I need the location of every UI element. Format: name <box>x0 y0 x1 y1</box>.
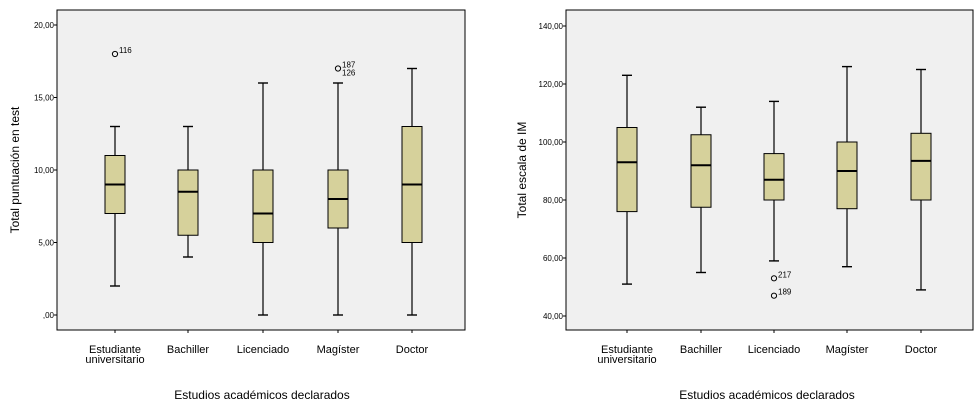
outlier-label: 189 <box>778 288 792 297</box>
box-3 <box>252 82 274 316</box>
iqr-box <box>177 169 199 236</box>
x-category-label: Magíster <box>317 344 360 356</box>
box-2 <box>690 106 712 274</box>
iqr-box <box>910 132 932 201</box>
outlier-label: 217 <box>778 270 792 279</box>
box-5 <box>910 68 932 291</box>
y-tick-label: ,00 <box>43 311 55 320</box>
x-category-label: Licenciado <box>237 344 290 356</box>
outlier-point <box>334 65 342 72</box>
outlier-point <box>111 50 119 58</box>
box-3: 217 189 <box>763 100 792 299</box>
y-tick-label: 10,00 <box>34 166 55 175</box>
chart-right: 140,00 120,00 100,00 80,00 60,00 40,00 Estudia… <box>515 9 974 402</box>
iqr-box <box>616 127 638 213</box>
iqr-box <box>690 134 712 208</box>
y-tick-label: 60,00 <box>543 254 564 263</box>
outlier-label: 126 <box>342 69 356 78</box>
outlier-label: 116 <box>119 46 132 55</box>
y-axis-title: Total escala de IM <box>515 122 529 219</box>
outlier-point <box>770 292 778 299</box>
x-category-label: universitario <box>597 354 656 366</box>
y-tick-label: 20,00 <box>34 21 55 30</box>
iqr-box <box>836 141 858 210</box>
x-category-label: Bachiller <box>167 344 210 356</box>
x-category-label: Doctor <box>905 344 938 356</box>
outlier-point <box>770 275 778 282</box>
y-tick-label: 15,00 <box>34 94 55 103</box>
y-tick-label: 140,00 <box>539 22 564 31</box>
x-category-label: Magíster <box>826 344 869 356</box>
y-tick-label: 120,00 <box>539 80 564 89</box>
box-5 <box>401 67 423 316</box>
y-axis-title: Total puntuación en test <box>8 106 22 233</box>
x-category-label: Bachiller <box>680 344 723 356</box>
iqr-box <box>763 153 785 201</box>
box-1 <box>616 74 638 285</box>
y-tick-label: 5,00 <box>38 239 54 248</box>
chart-left: 20,00 15,00 10,00 5,00 ,00 116 Estudianteunive… <box>8 9 466 402</box>
x-category-label: Licenciado <box>748 344 801 356</box>
y-tick-label: 80,00 <box>543 196 564 205</box>
x-category-label: Estudiante <box>601 344 653 356</box>
y-tick-label: 100,00 <box>539 138 564 147</box>
box-4 <box>836 65 858 268</box>
box-1: 116 <box>104 46 132 287</box>
iqr-box <box>252 169 274 243</box>
x-category-label: Estudiante <box>89 344 141 356</box>
outlier-label: 187 <box>342 61 356 70</box>
x-category-label: universitario <box>85 354 144 366</box>
x-category-label: Doctor <box>396 344 429 356</box>
x-axis-title: Estudios académicos declarados <box>679 388 854 402</box>
x-axis-title: Estudios académicos declarados <box>174 388 349 402</box>
y-tick-label: 40,00 <box>543 312 564 321</box>
box-2 <box>177 125 199 258</box>
